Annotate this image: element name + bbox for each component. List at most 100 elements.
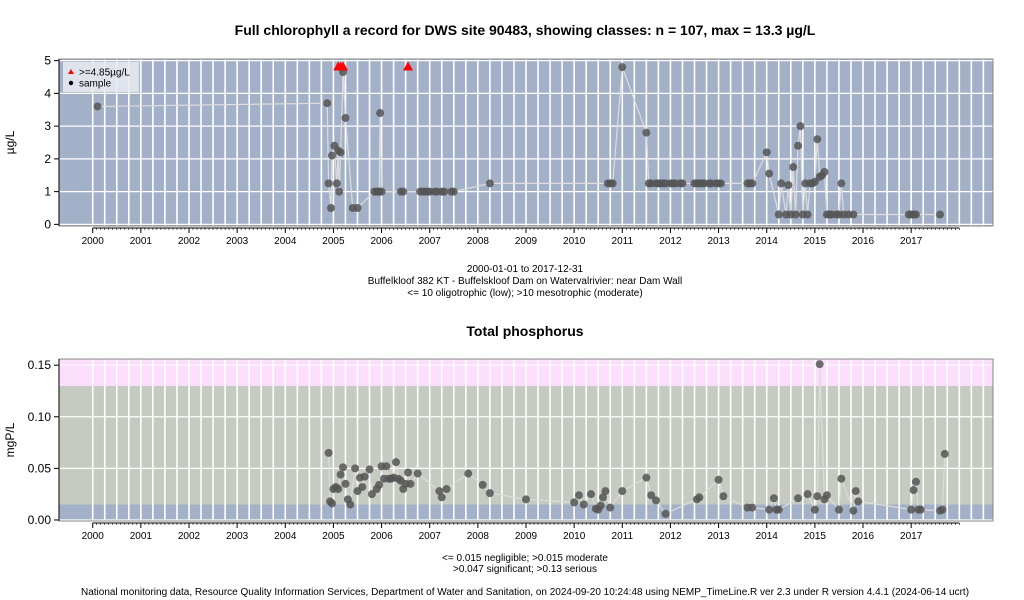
- chart1-point: [762, 148, 771, 157]
- chart1-legend-label: sample: [79, 79, 112, 90]
- chart2-ytick-label: 0.05: [28, 461, 52, 475]
- chart2-point: [413, 469, 422, 478]
- chart1-point: [810, 177, 819, 186]
- chart2-point: [586, 490, 595, 499]
- footer-note: National monitoring data, Resource Quali…: [80, 587, 970, 598]
- chart2-xtick-label: 2017: [900, 531, 923, 542]
- chart2-point: [404, 468, 413, 477]
- chart1-point: [341, 113, 350, 122]
- chart1-ylabel: µg/L: [3, 130, 17, 154]
- chart1-point: [332, 179, 341, 188]
- chart1-xtick-label: 2015: [804, 236, 827, 245]
- chart1-point: [803, 210, 812, 219]
- chart2-point: [579, 500, 588, 509]
- chart2-point: [810, 505, 819, 514]
- chart2-point: [327, 499, 336, 508]
- chart1-point: [791, 210, 800, 219]
- chart2-ylabel: mgP/L: [3, 422, 17, 457]
- chart2-xtick-label: 2003: [226, 531, 249, 542]
- chart2-point: [938, 505, 947, 514]
- chart2-ytick-label: 0.10: [28, 410, 52, 424]
- chart2-point: [815, 360, 824, 369]
- chart1-point: [440, 187, 449, 196]
- chart2-point: [599, 493, 608, 502]
- chart2-xtick-label: 2009: [515, 531, 538, 542]
- chart2-point: [367, 490, 376, 499]
- chart1-legend-marker: [68, 69, 74, 74]
- chart2-point: [837, 474, 846, 483]
- chart2-point: [765, 505, 774, 514]
- chart2-point: [911, 477, 920, 486]
- chart2-point: [695, 493, 704, 502]
- chart1-point: [376, 109, 385, 118]
- chart1-ytick-label: 2: [44, 152, 51, 166]
- chart1-point: [849, 210, 858, 219]
- chart1-point: [335, 187, 344, 196]
- chart2-point: [339, 463, 348, 472]
- chart2-xtick-label: 2006: [370, 531, 393, 542]
- chart2-title: Total phosphorus: [466, 323, 584, 339]
- chart2-point: [375, 480, 384, 489]
- chart2-ytick-label: 0.15: [28, 358, 52, 372]
- chart2-point: [336, 470, 345, 479]
- chart2-point: [406, 479, 415, 488]
- chart2-xtick-label: 2007: [419, 531, 442, 542]
- chart2-point: [351, 464, 360, 473]
- chart2-point: [774, 505, 783, 514]
- chart2-xtick-label: 2001: [130, 531, 153, 542]
- chart2-ytick-label: 0.00: [28, 513, 52, 527]
- chart2-point: [651, 496, 660, 505]
- chart2-point: [382, 462, 391, 471]
- chart1-point: [716, 179, 725, 188]
- chart2-point: [714, 475, 723, 484]
- chart2-point: [324, 448, 333, 457]
- chart2-point: [601, 487, 610, 496]
- chart1-ytick-label: 4: [44, 86, 51, 100]
- chart2-point: [606, 503, 615, 512]
- chart1-title: Full chlorophyll a record for DWS site 9…: [234, 22, 816, 38]
- chart1-xtick-label: 2000: [82, 236, 105, 245]
- chart1-point: [820, 167, 829, 176]
- chart1-point: [813, 135, 822, 144]
- chart2-point: [464, 469, 473, 478]
- chart1-point: [748, 179, 757, 188]
- chart1-point: [794, 141, 803, 150]
- chart2-point: [661, 509, 670, 518]
- chart1-xtick-label: 2002: [178, 236, 201, 245]
- chart2-xtick-label: 2015: [804, 531, 827, 542]
- chart2-point: [522, 495, 530, 504]
- chart2-xtick-label: 2013: [707, 531, 730, 542]
- chart2-point: [574, 491, 583, 500]
- chart1-point: [678, 179, 687, 188]
- chart2-point: [849, 506, 858, 515]
- chart2-point: [907, 505, 916, 514]
- chart2-point: [341, 479, 350, 488]
- chart2-xtick-label: 2002: [178, 531, 201, 542]
- chart2-xtick-label: 2005: [322, 531, 345, 542]
- chart2-point: [719, 492, 728, 501]
- chart2-point: [442, 485, 451, 494]
- chart1-xtick-label: 2012: [659, 236, 682, 245]
- chart2-point: [769, 494, 778, 503]
- chart2-caption-low: <= 0.015 negligible; >0.015 moderate: [442, 553, 608, 564]
- chart2-point: [909, 486, 918, 495]
- chart1-ytick-label: 5: [44, 54, 51, 68]
- chart2-xtick-label: 2014: [756, 531, 779, 542]
- chart1-xtick-label: 2001: [130, 236, 153, 245]
- chart1-point: [774, 210, 783, 219]
- chart2-point: [916, 505, 925, 514]
- chart2-xtick-label: 2016: [852, 531, 875, 542]
- chart1-xtick-label: 2006: [370, 236, 393, 245]
- chart2-point: [794, 494, 803, 503]
- chart2-point: [334, 485, 343, 494]
- chart2-point: [813, 492, 822, 501]
- chart1-point: [93, 102, 102, 111]
- chart2-point: [570, 498, 579, 507]
- chart1-xtick-label: 2003: [226, 236, 249, 245]
- chart1-point: [765, 169, 774, 178]
- chart1-point: [911, 210, 920, 219]
- chart2-xtick-label: 2008: [467, 531, 490, 542]
- chart1-xtick-label: 2009: [515, 236, 538, 245]
- chart2-point: [596, 501, 605, 510]
- chart1-point: [837, 179, 846, 188]
